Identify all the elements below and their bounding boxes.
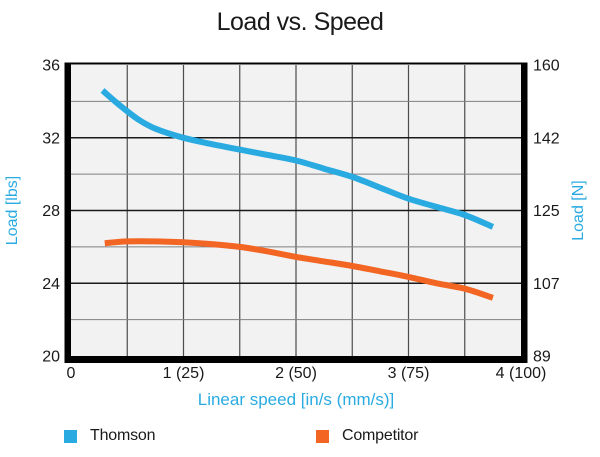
y-axis-left-title: Load [lbs] [4, 176, 21, 245]
plot-frame-bottom [64, 356, 528, 363]
y-axis-left-tick-label: 36 [42, 58, 60, 75]
plot-frame-right [521, 62, 528, 363]
series-line-thomson [100, 88, 495, 230]
y-axis-right-tick-label: 107 [533, 276, 560, 293]
legend-item-thomson: Thomson [64, 427, 155, 445]
legend-item-competitor: Competitor [316, 427, 418, 445]
x-axis-title: Linear speed [in/s (mm/s)] [198, 390, 395, 409]
competitor-color-swatch-icon [316, 429, 329, 443]
plot-frame-top [64, 62, 528, 65]
y-axis-right-title: Load [N] [570, 180, 587, 240]
x-axis-tick-label: 0 [67, 365, 76, 382]
x-axis-tick-label: 4 (100) [496, 365, 547, 382]
legend-label-thomson: Thomson [90, 427, 156, 444]
chart-canvas: 20 24 28 32 36 89 107 125 142 160 0 1 (25) 2 (50) 3 (… [4, 58, 587, 410]
y-axis-left-tick-label: 28 [42, 203, 60, 220]
thomson-color-swatch-icon [64, 429, 77, 443]
y-axis-right-tick-label: 160 [533, 58, 560, 75]
chart-title: Load vs. Speed [216, 8, 384, 36]
y-axis-right-tick-label: 89 [533, 349, 551, 366]
y-axis-left-tick-label: 24 [42, 276, 60, 293]
y-axis-left-tick-label: 32 [42, 130, 60, 147]
y-axis-left-tick-label: 20 [42, 349, 60, 366]
legend-label-competitor: Competitor [342, 427, 419, 444]
series-line-competitor [104, 238, 494, 301]
x-axis-tick-label: 1 (25) [163, 365, 205, 382]
chart-legend: Thomson Competitor [0, 427, 600, 449]
x-axis-tick-label: 2 (50) [275, 365, 317, 382]
x-axis-tick-label: 3 (75) [388, 365, 430, 382]
y-axis-right-tick-label: 142 [533, 130, 560, 147]
plot-frame-left [64, 62, 71, 363]
y-axis-right-tick-label: 125 [533, 203, 560, 220]
